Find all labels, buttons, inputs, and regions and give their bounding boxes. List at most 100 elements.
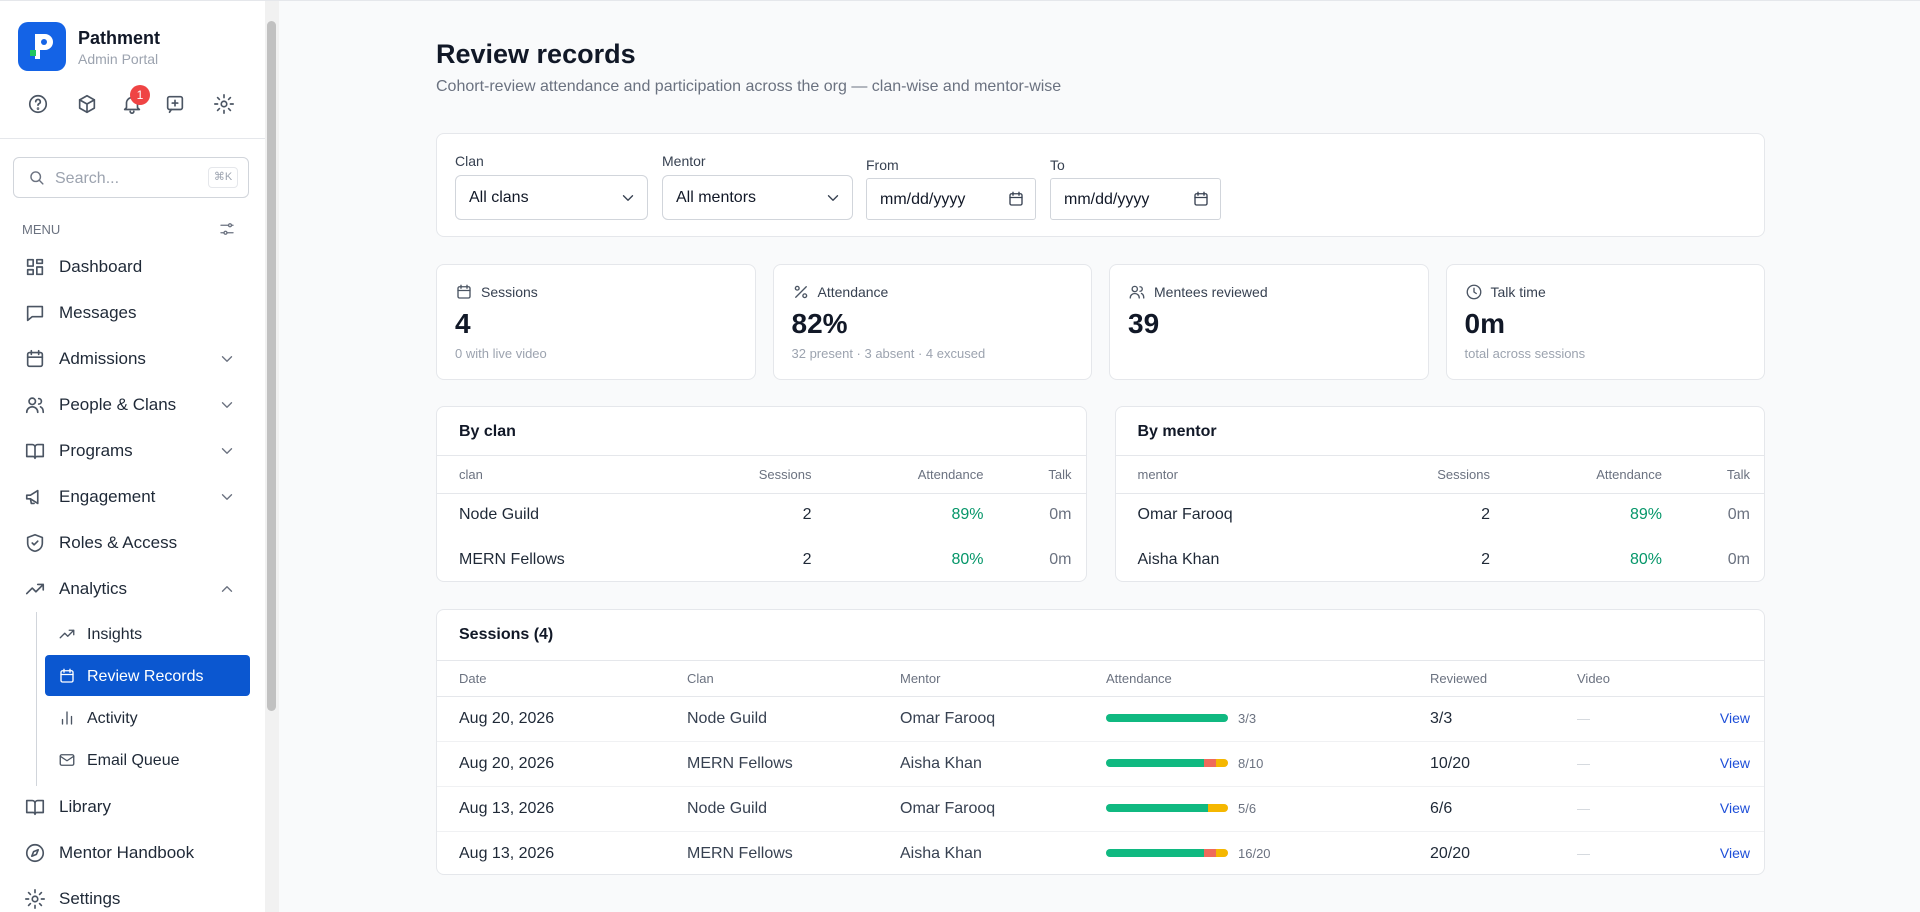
session-mentor: Aisha Khan xyxy=(900,844,982,862)
nav-item[interactable]: Roles & Access xyxy=(59,533,178,552)
logo xyxy=(18,22,66,71)
column-header: Reviewed xyxy=(1430,670,1488,686)
stat-value: 39 xyxy=(1128,308,1160,339)
date-input[interactable]: mm/dd/yyyy xyxy=(1050,178,1221,220)
table-cell: Node Guild xyxy=(459,505,540,523)
date-input[interactable]: mm/dd/yyyy xyxy=(866,178,1036,220)
reviewed-count: 20/20 xyxy=(1430,844,1471,862)
help-button[interactable] xyxy=(27,93,49,115)
nav-item[interactable]: People & Clans xyxy=(59,395,177,414)
table-cell: Aisha Khan xyxy=(1137,550,1220,568)
filter-value: mm/dd/yyyy xyxy=(880,190,966,208)
reviewed-count: 6/6 xyxy=(1430,799,1453,817)
view-link[interactable]: View xyxy=(1719,755,1750,771)
row-divider xyxy=(437,786,1764,787)
column-header: Date xyxy=(459,670,487,686)
nav-icon xyxy=(26,305,44,322)
filter-label: To xyxy=(1050,157,1065,173)
scrollbar-thumb xyxy=(267,21,276,711)
sub-nav-icon xyxy=(61,711,73,725)
search-placeholder: Search... xyxy=(55,169,120,187)
filter-select[interactable]: All clans xyxy=(455,175,648,220)
column-header: Talk xyxy=(1726,466,1750,482)
active-highlight xyxy=(45,655,250,696)
plus-button[interactable] xyxy=(164,93,186,115)
summary-table: By mentor mentor Sessions Attendance Talk Oma… xyxy=(1114,406,1765,582)
stat-icon xyxy=(457,284,471,299)
filter-value: mm/dd/yyyy xyxy=(1064,190,1150,208)
table-cell: 0m xyxy=(1049,505,1072,523)
filter-select[interactable]: All mentors xyxy=(662,175,853,220)
attendance-segment xyxy=(1215,759,1228,767)
table-cell: MERN Fellows xyxy=(459,550,565,568)
sessions-table: Sessions (4) Date Clan Mentor Attendance Revi… xyxy=(436,609,1765,875)
column-header: Mentor xyxy=(900,670,941,686)
page-subtitle: Cohort-review attendance and participati… xyxy=(436,77,1062,95)
select-chevron xyxy=(827,195,839,201)
nav-icon xyxy=(25,397,45,414)
divider xyxy=(437,493,1086,494)
table-cell: 80% xyxy=(1629,550,1662,568)
attendance-bar xyxy=(1106,759,1228,767)
nav-item[interactable]: Messages xyxy=(59,303,137,322)
nav-item[interactable]: Mentor Handbook xyxy=(59,843,195,862)
nav-item[interactable]: Dashboard xyxy=(59,257,143,276)
sub-nav-item[interactable]: Review Records xyxy=(87,667,204,685)
stat-label: Mentees reviewed xyxy=(1154,284,1268,300)
notification-badge: 1 xyxy=(130,85,150,105)
table-cell: 89% xyxy=(951,505,984,523)
table-title: By mentor xyxy=(1137,422,1217,440)
nav-item[interactable]: Settings xyxy=(59,889,121,908)
column-header: Sessions xyxy=(758,466,812,482)
brand-subtitle: Admin Portal xyxy=(78,51,159,67)
chevron xyxy=(221,448,233,454)
chevron xyxy=(221,494,233,500)
nav-icon xyxy=(25,889,45,909)
stat-card: Talk time 0m total across sessions xyxy=(1445,264,1765,380)
attendance-count: 8/10 xyxy=(1238,755,1264,771)
view-link[interactable]: View xyxy=(1719,710,1750,726)
nav-item[interactable]: Library xyxy=(59,797,111,816)
nav-item[interactable]: Admissions xyxy=(59,349,146,368)
menu-settings[interactable] xyxy=(218,220,236,238)
view-link[interactable]: View xyxy=(1719,800,1750,816)
nav-icon xyxy=(25,489,39,505)
session-clan: Node Guild xyxy=(687,709,768,727)
attendance-count: 16/20 xyxy=(1238,845,1271,861)
nav-item[interactable]: Analytics xyxy=(59,579,128,598)
chevron xyxy=(221,402,233,408)
stat-value: 82% xyxy=(791,308,848,339)
sub-nav-rail xyxy=(36,612,37,786)
stat-card: Attendance 82% 32 present · 3 absent · 4 e… xyxy=(772,264,1092,380)
session-date: Aug 20, 2026 xyxy=(459,709,555,727)
divider xyxy=(437,455,1086,456)
box-button[interactable] xyxy=(76,93,98,115)
stat-note: 32 present · 3 absent · 4 excused xyxy=(791,345,986,361)
table-cell: 0m xyxy=(1049,550,1072,568)
gear-button[interactable] xyxy=(213,93,235,115)
attendance-count: 3/3 xyxy=(1238,710,1257,726)
attendance-segment xyxy=(1203,849,1216,857)
sub-nav-item[interactable]: Insights xyxy=(87,625,143,643)
sub-nav-item[interactable]: Email Queue xyxy=(87,751,180,769)
table-cell: 0m xyxy=(1727,550,1750,568)
filter-value: All clans xyxy=(469,188,529,206)
filter-value: All mentors xyxy=(676,188,757,206)
search-box[interactable]: Search... ⌘K xyxy=(13,157,249,198)
stat-value: 4 xyxy=(455,308,471,339)
row-divider xyxy=(437,741,1764,742)
reviewed-count: 3/3 xyxy=(1430,709,1453,727)
session-mentor: Omar Farooq xyxy=(900,709,996,727)
sub-nav-item[interactable]: Activity xyxy=(87,709,138,727)
divider xyxy=(437,660,1764,661)
attendance-segment xyxy=(1106,804,1208,812)
table-cell: 89% xyxy=(1629,505,1662,523)
nav-item[interactable]: Engagement xyxy=(59,487,156,506)
column-header: Video xyxy=(1577,670,1611,686)
nav-item[interactable]: Programs xyxy=(59,441,133,460)
column-header: Sessions xyxy=(1437,466,1490,482)
view-link[interactable]: View xyxy=(1719,845,1750,861)
sub-nav-icon xyxy=(59,754,75,766)
column-header: clan xyxy=(459,466,483,482)
divider xyxy=(1115,493,1764,494)
